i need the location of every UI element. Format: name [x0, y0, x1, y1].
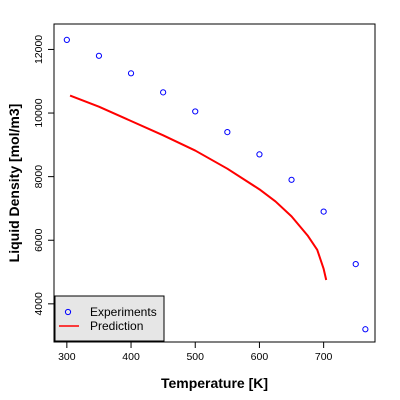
y-tick-label: 12000	[33, 35, 45, 64]
legend-experiments-label: Experiments	[90, 305, 157, 319]
legend-experiments-marker	[64, 308, 72, 316]
x-tick-label: 400	[122, 351, 140, 363]
experiment-point	[224, 129, 231, 136]
experiment-point	[192, 108, 199, 115]
y-tick-label: 8000	[33, 165, 45, 189]
experiment-point	[160, 89, 167, 96]
experiment-point	[127, 70, 135, 77]
x-tick-label: 300	[58, 351, 76, 363]
experiment-point	[288, 176, 295, 183]
y-axis: 4000 6000 8000 10000 12000	[33, 35, 54, 316]
x-tick-label: 600	[251, 351, 269, 363]
x-axis: 300 400 500 600 700	[58, 342, 333, 363]
experiment-point	[256, 151, 263, 158]
prediction-line	[69, 94, 328, 281]
plot-area	[53, 23, 376, 343]
x-tick-label: 700	[315, 351, 333, 363]
legend-prediction-label: Prediction	[90, 319, 143, 333]
x-tick-label: 500	[186, 351, 204, 363]
plot-frame	[53, 23, 376, 343]
experiment-point	[362, 326, 369, 333]
experiment-point	[63, 36, 70, 44]
y-tick-label: 4000	[33, 292, 45, 316]
y-tick-label: 10000	[33, 98, 45, 127]
y-axis-title: Liquid Density [mol/m3]	[6, 104, 22, 263]
y-tick-label: 6000	[33, 228, 45, 252]
experiment-point	[95, 52, 103, 59]
experiment-point	[352, 260, 359, 268]
legend-box	[54, 295, 165, 342]
x-axis-title: Temperature [K]	[161, 375, 268, 391]
series-layer	[63, 36, 369, 333]
experiment-point	[320, 208, 327, 215]
